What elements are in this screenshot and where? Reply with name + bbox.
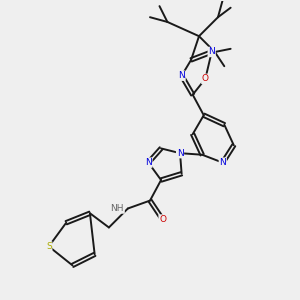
Text: O: O [159, 215, 166, 224]
Text: N: N [177, 149, 183, 158]
Text: O: O [202, 74, 209, 83]
Text: N: N [208, 47, 215, 56]
Text: N: N [145, 158, 152, 167]
Text: S: S [46, 242, 52, 251]
Text: NH: NH [111, 204, 124, 213]
Text: N: N [178, 71, 185, 80]
Text: N: N [219, 158, 226, 167]
